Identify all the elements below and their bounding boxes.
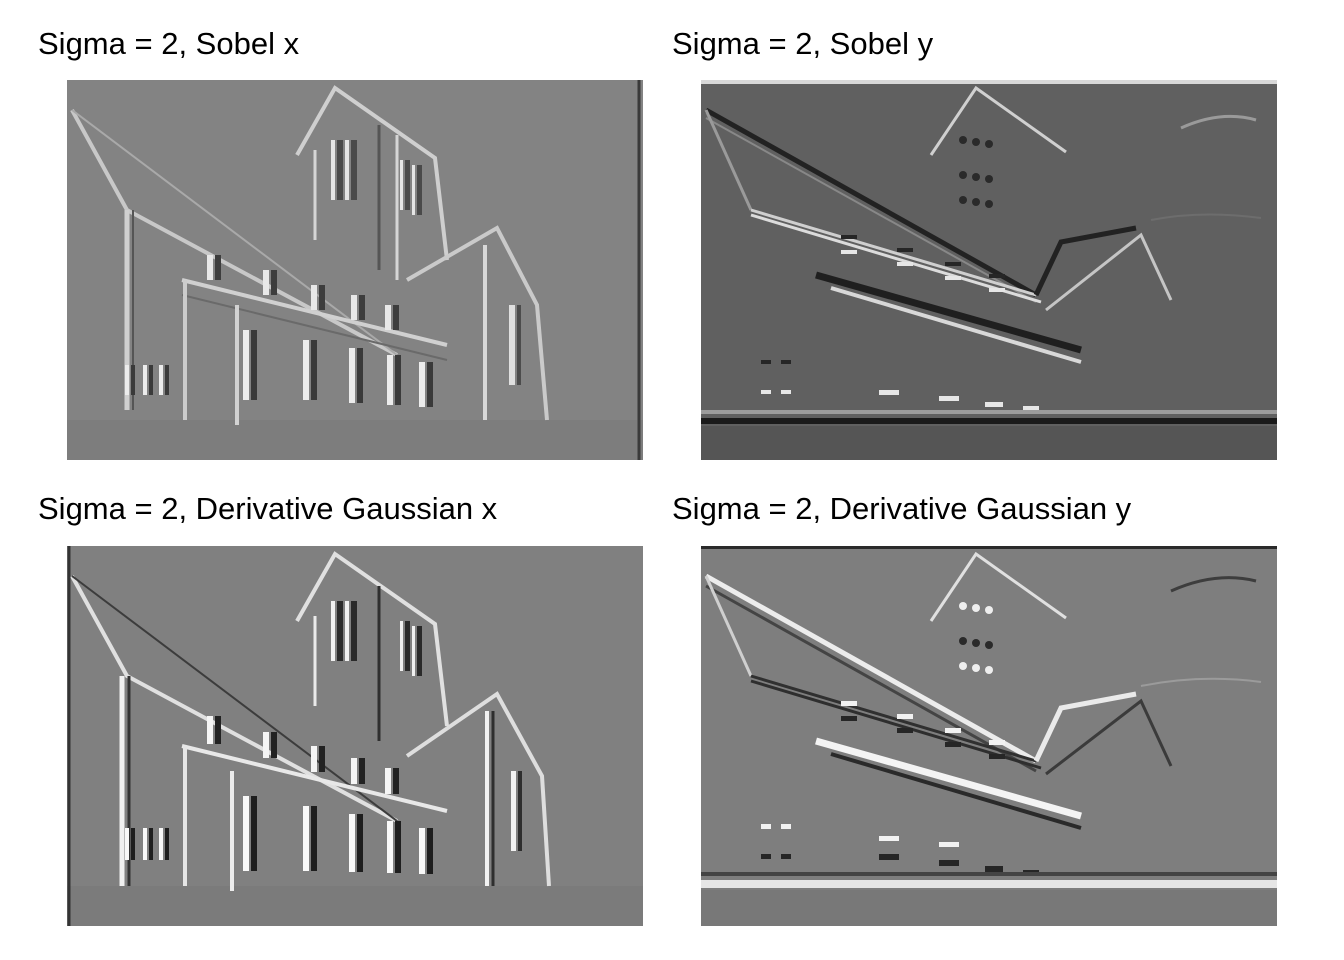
image-sobel-y xyxy=(701,80,1277,460)
panel-title-derivative-gaussian-y: Sigma = 2, Derivative Gaussian y xyxy=(672,491,1132,526)
image-derivative-gaussian-x xyxy=(67,546,643,926)
image-derivative-gaussian-y xyxy=(701,546,1277,926)
panel-title-sobel-y: Sigma = 2, Sobel y xyxy=(672,26,934,61)
image-sobel-x xyxy=(67,80,643,460)
panel-title-sobel-x: Sigma = 2, Sobel x xyxy=(38,26,300,61)
panel-title-derivative-gaussian-x: Sigma = 2, Derivative Gaussian x xyxy=(38,491,498,526)
